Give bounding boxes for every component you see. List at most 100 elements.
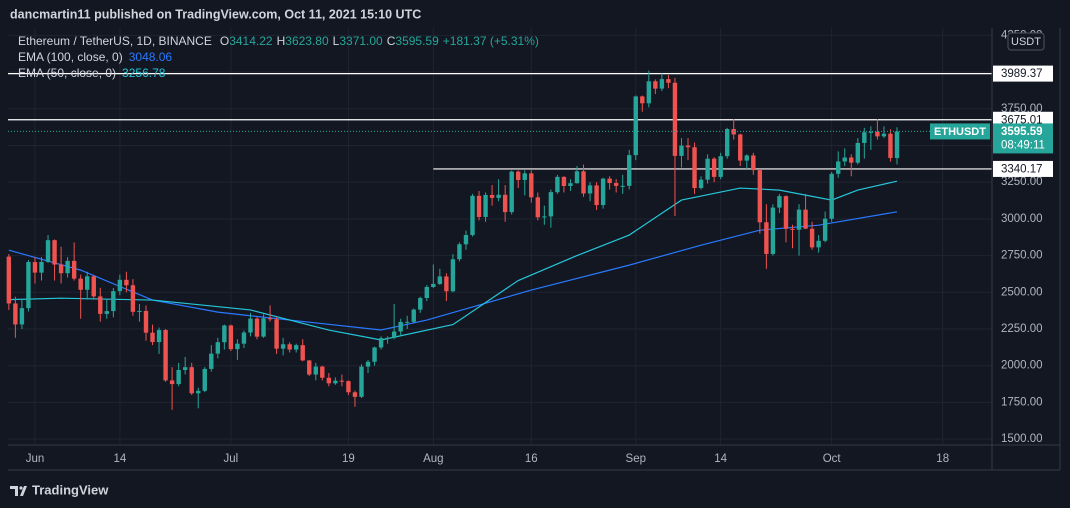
candle-body bbox=[98, 296, 103, 314]
candle-body bbox=[235, 343, 240, 350]
ohlc-key: O bbox=[220, 34, 229, 48]
candle-body bbox=[189, 367, 194, 394]
last-price-box bbox=[993, 123, 1053, 154]
candle-body bbox=[705, 158, 710, 180]
candle-body bbox=[738, 134, 743, 161]
candle-body bbox=[842, 157, 847, 162]
candle-body bbox=[391, 331, 397, 338]
candle-body bbox=[849, 157, 854, 163]
candle-body bbox=[320, 366, 325, 378]
candle-body bbox=[333, 380, 338, 384]
candle-body bbox=[888, 133, 893, 158]
candle-body bbox=[130, 285, 136, 312]
ema-name: EMA (50, close, 0) bbox=[18, 66, 116, 80]
candle-body bbox=[437, 276, 443, 284]
candle-body bbox=[39, 261, 44, 273]
candle-body bbox=[744, 155, 749, 161]
candle-body bbox=[287, 344, 292, 350]
candle-body bbox=[209, 353, 214, 369]
candle-body bbox=[156, 330, 162, 343]
candle-body bbox=[248, 318, 253, 333]
candle-body bbox=[405, 321, 410, 323]
candle-body bbox=[124, 279, 129, 286]
x-tick-label: Jun bbox=[26, 453, 45, 465]
ohlc-value: 3371.00 bbox=[339, 34, 383, 48]
candle-body bbox=[385, 337, 390, 339]
price-line-label: 3989.37 bbox=[1001, 68, 1043, 80]
candle-body bbox=[372, 347, 377, 362]
candle-body bbox=[809, 228, 815, 248]
last-price-label: 3595.59 bbox=[1001, 126, 1043, 138]
candle-body bbox=[672, 82, 678, 156]
candle-body bbox=[58, 264, 64, 274]
ohlc-key: C bbox=[387, 34, 396, 48]
ema-value: 3048.06 bbox=[129, 50, 173, 64]
symbol-legend: Ethereum / TetherUS, 1D, BINANCE O3414.22… bbox=[18, 34, 539, 48]
candle-body bbox=[346, 381, 351, 393]
candle-body bbox=[424, 287, 429, 299]
candle-body bbox=[359, 366, 364, 397]
candle-body bbox=[685, 145, 691, 148]
candle-body bbox=[444, 276, 449, 292]
ohlc-value: 3595.59 bbox=[395, 34, 439, 48]
candle-body bbox=[522, 173, 527, 180]
candle-body bbox=[483, 194, 488, 217]
candle-body bbox=[718, 156, 723, 177]
ohlc-value: 3414.22 bbox=[229, 34, 273, 48]
candle-body bbox=[751, 155, 756, 171]
candle-body bbox=[339, 380, 345, 382]
candle-body bbox=[78, 278, 83, 290]
candle-body bbox=[411, 309, 416, 322]
x-tick-label: 18 bbox=[936, 453, 949, 465]
candle-body bbox=[300, 345, 305, 361]
candle-body bbox=[489, 194, 495, 198]
candle-body bbox=[561, 176, 567, 186]
candle-body bbox=[496, 194, 501, 198]
candle-body bbox=[293, 345, 299, 350]
change: +181.37 (+5.31%) bbox=[443, 34, 539, 48]
candle-body bbox=[594, 185, 599, 206]
x-tick-label: Oct bbox=[823, 453, 842, 465]
publisher: dancmartin11 published on TradingView.co… bbox=[10, 7, 421, 21]
candle-body bbox=[254, 318, 260, 337]
brand-name: TradingView bbox=[32, 482, 109, 497]
brand-logo bbox=[10, 486, 27, 496]
candle-body bbox=[143, 310, 149, 333]
candle-body bbox=[365, 361, 371, 367]
candle-body bbox=[764, 222, 769, 254]
y-tick-label: 3250.00 bbox=[1001, 176, 1043, 188]
y-tick-label: 2750.00 bbox=[1001, 250, 1043, 262]
x-tick-label: 14 bbox=[113, 453, 126, 465]
symbol: Ethereum / TetherUS, 1D, BINANCE bbox=[18, 34, 212, 48]
candle-body bbox=[868, 131, 874, 133]
candle-body bbox=[313, 366, 318, 375]
candle-body bbox=[418, 298, 423, 310]
price-line-label: 3675.01 bbox=[1001, 114, 1043, 126]
candle-body bbox=[378, 338, 384, 348]
candle-body bbox=[796, 209, 802, 230]
candle-body bbox=[679, 145, 684, 156]
countdown: 08:49:11 bbox=[1001, 139, 1045, 151]
candle-body bbox=[659, 79, 665, 89]
ema-name: EMA (100, close, 0) bbox=[18, 50, 123, 64]
y-tick-label: 2000.00 bbox=[1001, 360, 1043, 372]
candle-body bbox=[653, 81, 658, 89]
candle-body bbox=[176, 369, 181, 385]
candle-body bbox=[777, 196, 782, 208]
candle-body bbox=[19, 308, 25, 325]
candle-body bbox=[137, 310, 142, 312]
candle-body bbox=[555, 176, 560, 193]
candle-body bbox=[71, 260, 77, 279]
candle-body bbox=[646, 81, 652, 104]
y-tick-label: 2250.00 bbox=[1001, 323, 1043, 335]
candle-body bbox=[274, 319, 279, 349]
candle-body bbox=[529, 173, 534, 198]
candle-body bbox=[783, 196, 789, 229]
candle-body bbox=[502, 194, 508, 213]
candle-body bbox=[574, 171, 580, 184]
candle-body bbox=[241, 332, 247, 344]
ohlc-key: L bbox=[333, 34, 340, 48]
candle-body bbox=[104, 311, 110, 314]
candle-body bbox=[692, 147, 697, 189]
candle-body bbox=[731, 129, 736, 135]
